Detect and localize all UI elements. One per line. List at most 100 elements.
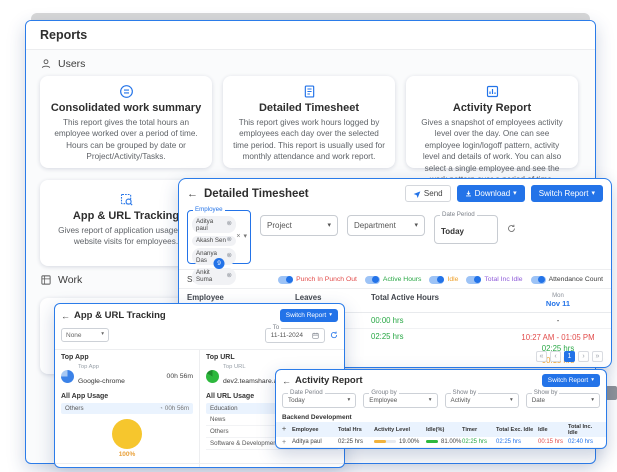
chip-close-icon[interactable]: ⊗ <box>226 220 232 228</box>
toggle-switch[interactable] <box>278 275 294 284</box>
table-row: + Aditya paul 02:25 hrs 19.00% 81.00% 02… <box>276 437 606 448</box>
employee-label: Employee <box>193 206 225 214</box>
date-input[interactable]: To 11-11-2024 <box>264 324 325 343</box>
top-app-label: Top App <box>61 354 89 361</box>
expand-row-icon[interactable]: + <box>282 438 287 446</box>
employee-chip[interactable]: Aditya paul ⊗ <box>192 216 236 233</box>
filter-select[interactable]: None ▾ <box>61 328 109 342</box>
chevron-down-icon: ▾ <box>591 376 594 383</box>
pagination-next[interactable]: › <box>578 351 589 362</box>
timesheet-table-header: Employee Leaves Total Active Hours Mon No… <box>179 289 611 313</box>
employee-name: Aditya paul <box>292 439 322 445</box>
app-url-title: App & URL Tracking <box>74 310 166 321</box>
top-app-entry: Top App Google-chrome 00h 56m <box>61 364 193 388</box>
group-header: Backend Development <box>282 414 352 421</box>
punch-in-out-value: 10:27 AM - 01:05 PM <box>521 333 595 342</box>
pagination: « ‹ 1 › » <box>536 351 603 362</box>
group-by-select[interactable]: Group by Employee ▾ <box>363 389 438 408</box>
chip-close-icon[interactable]: ⊗ <box>226 271 232 279</box>
top-app-name: Google-chrome <box>78 378 125 385</box>
switch-report-button[interactable]: Switch Report ▾ <box>541 374 600 387</box>
top-app-time: 00h 56m <box>166 372 193 380</box>
activity-table-header: + Employee Total Hrs Activity Level Idle… <box>276 422 606 437</box>
employee-chip[interactable]: Ankit Suma ⊗ <box>192 267 236 285</box>
toggle-switch[interactable] <box>466 275 482 284</box>
toggle-active-hours[interactable]: Active Hours <box>364 275 421 284</box>
switch-report-button[interactable]: Switch Report ▾ <box>530 185 603 202</box>
card-consolidated-work-summary[interactable]: Consolidated work summary This report gi… <box>40 76 212 168</box>
back-arrow-icon[interactable]: ← <box>61 310 70 321</box>
all-app-usage-label: All App Usage <box>61 393 109 400</box>
toggle-idle[interactable]: Idle <box>429 275 458 284</box>
show-by-date-select[interactable]: Show by Date ▾ <box>525 389 600 408</box>
department-select[interactable]: Department ▾ <box>347 215 425 236</box>
back-arrow-icon[interactable]: ← <box>282 375 291 386</box>
card-title: App & URL Tracking <box>72 210 180 222</box>
list-item[interactable]: Others ◔ 00h 56m <box>61 403 193 414</box>
toggle-attendance-count[interactable]: Attendance Count <box>530 275 603 284</box>
card-description: Gives report of application usage and we… <box>58 226 194 247</box>
chevron-down-icon: ▾ <box>591 396 594 403</box>
work-section-label: Work <box>58 274 83 286</box>
send-button[interactable]: Send <box>404 185 451 202</box>
app-pie-icon <box>61 369 74 383</box>
download-button[interactable]: Download ▾ <box>456 185 525 202</box>
chevron-down-icon: ▾ <box>509 396 513 403</box>
pie-percentage-label: 100% <box>118 451 136 458</box>
chevron-down-icon[interactable]: ▾ <box>243 233 247 240</box>
page-title: Reports <box>26 21 595 50</box>
card-activity-report[interactable]: Activity Report Gives a snapshot of empl… <box>406 76 578 184</box>
download-icon <box>465 190 471 197</box>
toggle-total-inc-idle[interactable]: Total Inc Idle <box>466 275 523 284</box>
app-usage-pie-chart <box>112 419 142 449</box>
work-section-header: Work <box>26 266 595 292</box>
toggle-switch[interactable] <box>429 275 445 284</box>
chip-close-icon[interactable]: ⊗ <box>226 236 232 244</box>
users-section-header: Users <box>26 50 595 76</box>
toggle-switch[interactable] <box>364 275 380 284</box>
work-board-icon <box>41 275 51 285</box>
toggle-punch-in-punch-out[interactable]: Punch In Punch Out <box>278 275 357 284</box>
chevron-down-icon: ▾ <box>513 190 517 197</box>
activity-title: Activity Report <box>295 375 363 386</box>
timesheet-title: Detailed Timesheet <box>204 187 309 200</box>
clear-selection-icon[interactable]: × <box>236 233 241 240</box>
refresh-icon[interactable] <box>507 220 516 238</box>
show-by-select[interactable]: Show by Activity ▾ <box>444 389 519 408</box>
chevron-down-icon: ▾ <box>414 222 418 229</box>
back-arrow-icon[interactable]: ← <box>187 187 198 200</box>
date-column-header[interactable]: Nov 11 <box>545 299 571 308</box>
calendar-icon <box>312 332 319 339</box>
employee-chip[interactable]: Ananya Das ⊗ <box>192 248 236 265</box>
pagination-prev[interactable]: ‹ <box>550 351 561 362</box>
top-url-name: dev2.teamshare.app <box>223 378 285 385</box>
send-icon <box>413 190 421 198</box>
toggle-switch[interactable] <box>530 275 546 284</box>
card-description: This report gives the total hours an emp… <box>54 118 198 162</box>
employee-chip[interactable]: Akash Sen ⊗ <box>192 235 236 246</box>
refresh-icon[interactable] <box>330 326 338 344</box>
circled-equals-icon <box>50 84 202 99</box>
user-icon <box>41 59 51 69</box>
card-description: This report gives work hours logged by e… <box>233 118 385 162</box>
pagination-last[interactable]: » <box>592 351 603 362</box>
activity-level-bar <box>374 439 396 444</box>
clock-icon: ◔ <box>159 405 163 412</box>
chevron-down-icon: ▾ <box>428 396 432 403</box>
chip-close-icon[interactable]: ⊗ <box>226 252 232 260</box>
date-period-select[interactable]: Date Period Today <box>434 211 498 244</box>
bar-chart-icon <box>416 84 568 99</box>
card-detailed-timesheet[interactable]: Detailed Timesheet This report gives wor… <box>223 76 395 168</box>
users-section-label: Users <box>58 58 86 70</box>
active-hours-value: 02:25 hrs <box>541 344 575 354</box>
date-period-select[interactable]: Date Period Today ▾ <box>282 389 357 408</box>
card-title: Detailed Timesheet <box>258 102 360 114</box>
pagination-first[interactable]: « <box>536 351 547 362</box>
switch-report-button[interactable]: Switch Report ▾ <box>279 309 338 322</box>
pagination-page-1[interactable]: 1 <box>564 351 575 362</box>
employee-multiselect[interactable]: Employee Aditya paul ⊗ Akash Sen ⊗ Ananya … <box>187 206 251 285</box>
chevron-down-icon: ▾ <box>327 222 331 229</box>
project-select[interactable]: Project ▾ <box>260 215 338 236</box>
group-header: Android Development <box>276 448 606 449</box>
chevron-down-icon: ▾ <box>591 190 595 197</box>
